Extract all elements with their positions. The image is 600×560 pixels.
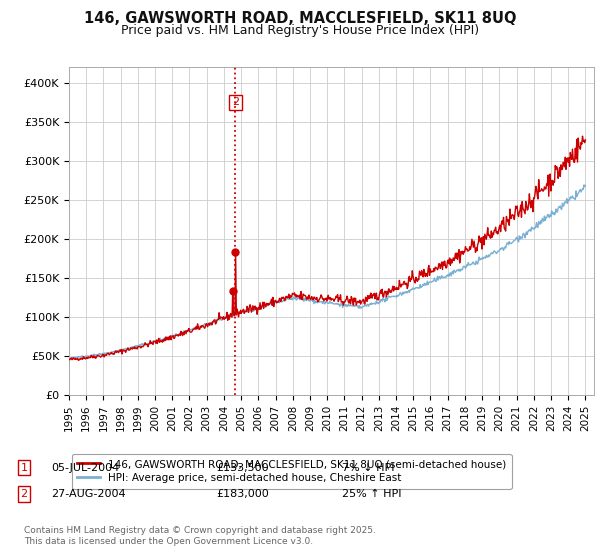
Text: £133,500: £133,500: [216, 463, 269, 473]
Text: Price paid vs. HM Land Registry's House Price Index (HPI): Price paid vs. HM Land Registry's House …: [121, 24, 479, 36]
Text: 25% ↑ HPI: 25% ↑ HPI: [342, 489, 401, 499]
Legend: 146, GAWSWORTH ROAD, MACCLESFIELD, SK11 8UQ (semi-detached house), HPI: Average : 146, GAWSWORTH ROAD, MACCLESFIELD, SK11 …: [71, 454, 511, 489]
Text: 7% ↓ HPI: 7% ↓ HPI: [342, 463, 395, 473]
Text: 05-JUL-2004: 05-JUL-2004: [51, 463, 119, 473]
Text: 27-AUG-2004: 27-AUG-2004: [51, 489, 125, 499]
Text: £183,000: £183,000: [216, 489, 269, 499]
Text: 1: 1: [20, 463, 28, 473]
Text: Contains HM Land Registry data © Crown copyright and database right 2025.
This d: Contains HM Land Registry data © Crown c…: [24, 526, 376, 546]
Text: 2: 2: [20, 489, 28, 499]
Text: 146, GAWSWORTH ROAD, MACCLESFIELD, SK11 8UQ: 146, GAWSWORTH ROAD, MACCLESFIELD, SK11 …: [84, 11, 516, 26]
Text: 2: 2: [232, 97, 239, 108]
